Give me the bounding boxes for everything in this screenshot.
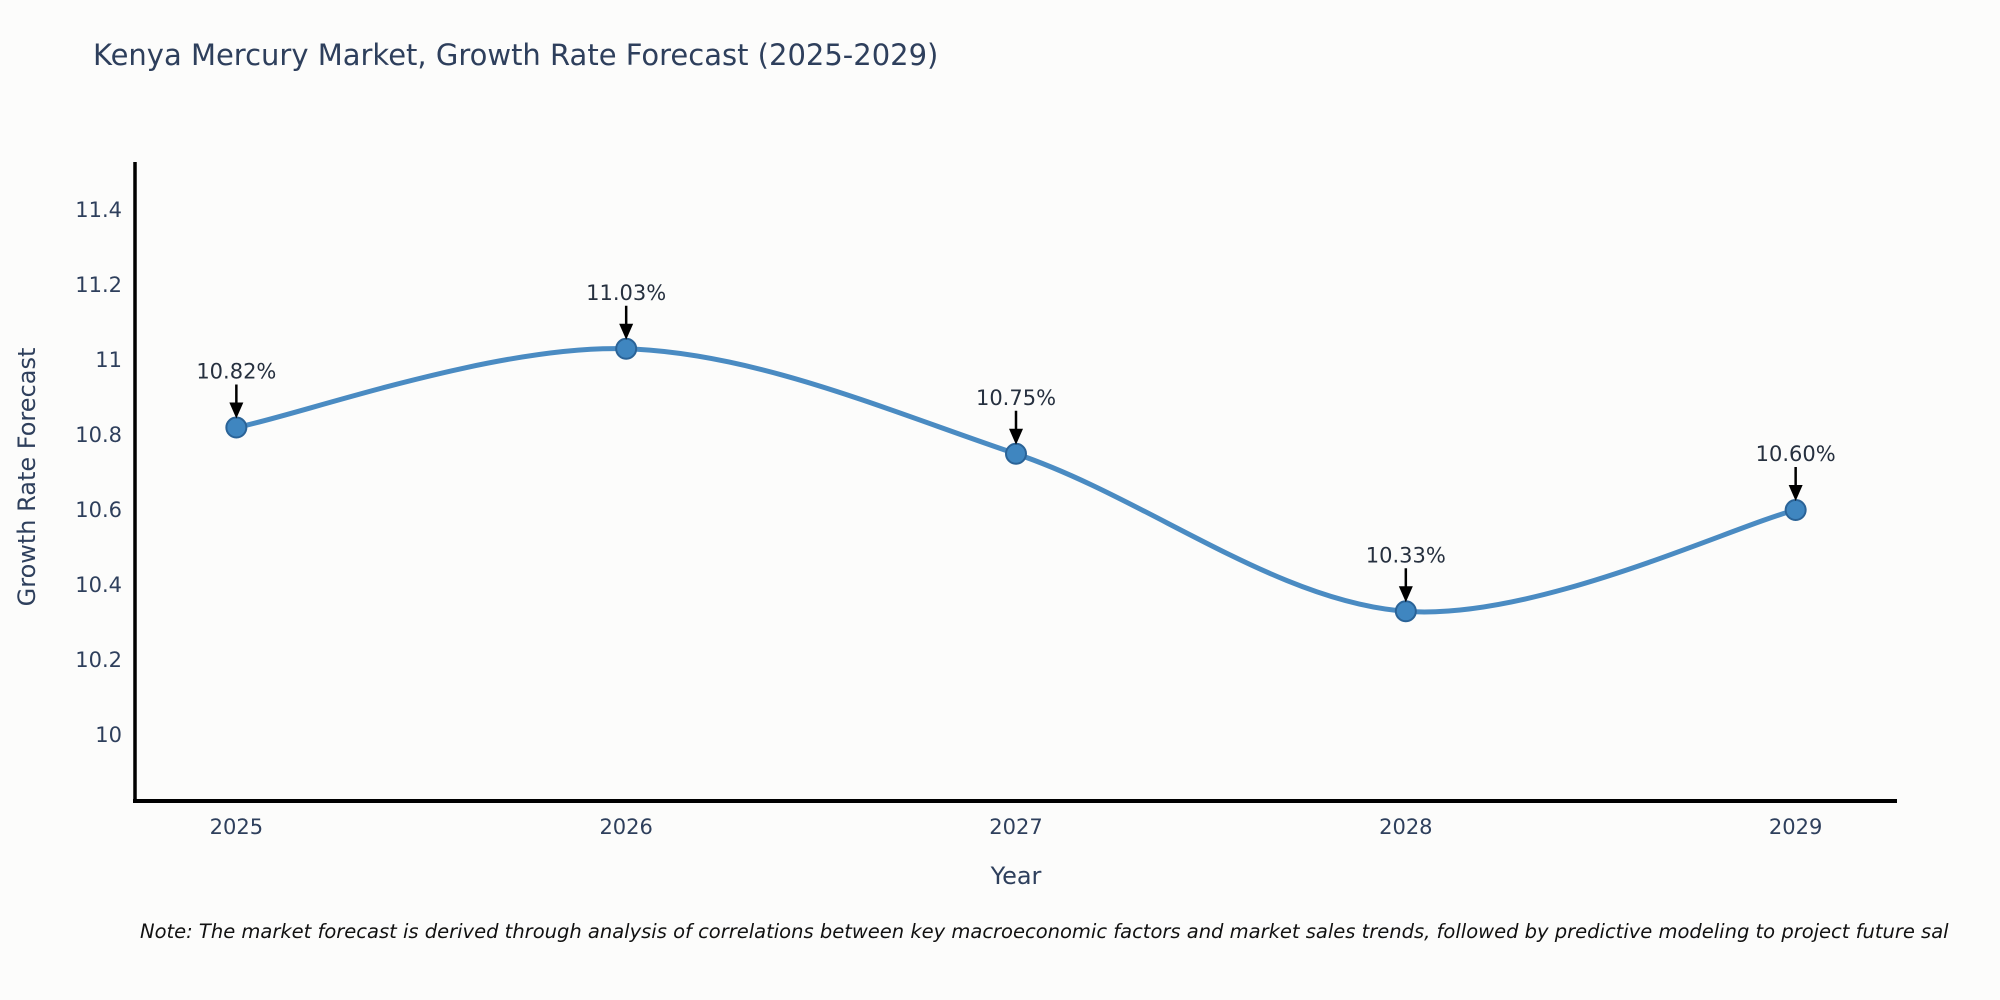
annotation-arrowhead [1009,428,1023,445]
annotation-arrowhead [1788,485,1803,501]
x-tick-label: 2027 [989,815,1042,839]
footnote: Note: The market forecast is derived thr… [140,920,1949,943]
y-tick-label: 10.4 [75,573,122,597]
data-point-marker [615,337,638,360]
data-point-marker [1394,600,1417,623]
x-tick-label: 2028 [1379,815,1432,839]
data-point-label: 10.60% [1756,442,1836,466]
y-tick-label: 10.6 [75,498,122,522]
data-point-marker [225,416,248,439]
annotation-arrowhead [619,323,634,340]
data-point-label: 10.33% [1366,543,1446,567]
data-point-marker [1005,442,1027,465]
y-tick-label: 10 [95,723,122,747]
annotation-arrowhead [229,402,244,419]
x-tick-label: 2026 [599,815,652,839]
y-tick-label: 11 [95,348,122,372]
y-tick-label: 10.8 [75,423,122,447]
x-tick-label: 2029 [1769,815,1822,839]
x-axis-title: Year [990,862,1042,890]
y-tick-label: 11.2 [75,273,122,297]
data-point-label: 10.75% [976,386,1056,410]
data-point-marker [1784,499,1807,521]
y-tick-label: 11.4 [75,198,122,222]
data-point-label: 10.82% [196,360,276,384]
y-tick-label: 10.2 [75,648,122,672]
data-point-label: 11.03% [586,281,666,305]
x-tick-label: 2025 [210,815,263,839]
chart-title: Kenya Mercury Market, Growth Rate Foreca… [93,38,939,72]
annotation-arrowhead [1398,586,1413,603]
